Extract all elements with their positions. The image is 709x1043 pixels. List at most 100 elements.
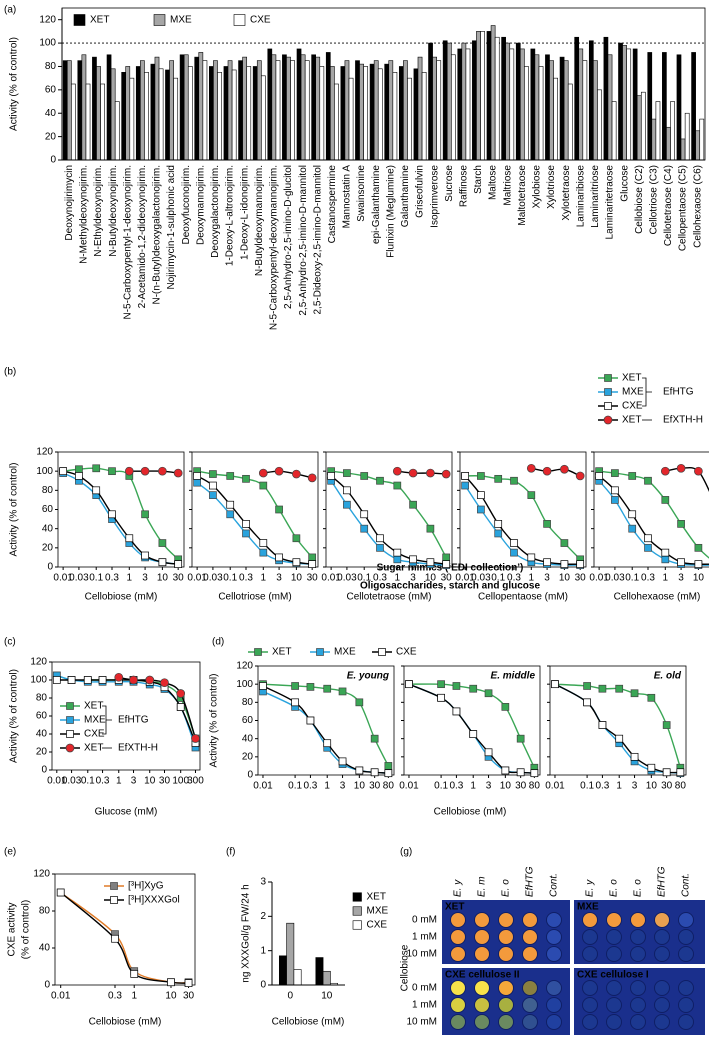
plate-well	[606, 929, 622, 945]
bar	[296, 48, 302, 161]
bar	[165, 69, 170, 161]
bar	[194, 56, 200, 161]
plate-well	[606, 946, 622, 962]
bar	[680, 138, 686, 161]
bar	[567, 83, 573, 161]
marker	[167, 978, 175, 987]
y-tick-label: 120	[36, 447, 53, 458]
marker	[307, 473, 317, 483]
bar	[300, 54, 306, 161]
fit-line	[665, 466, 709, 493]
plate-well	[678, 1014, 694, 1030]
plate-well	[450, 1014, 466, 1030]
category-label: N-5-Carboxypentyl-deoxymannojirim.	[269, 165, 280, 330]
marker	[661, 548, 670, 557]
column-label: E. y	[585, 879, 596, 897]
category-label: Laminaritriose	[590, 165, 601, 228]
category-label: Cellobiose (C2)	[634, 165, 645, 234]
marker	[595, 472, 603, 480]
marker	[426, 524, 435, 533]
marker	[226, 500, 235, 509]
marker	[611, 486, 619, 495]
marker	[92, 464, 101, 473]
plate-well	[654, 997, 670, 1013]
y-axis-title: CXE activity	[7, 903, 18, 957]
fit-line	[531, 467, 581, 477]
x-tick-label: 0.01	[53, 573, 73, 584]
marker	[628, 472, 637, 480]
x-tick-label: 0.01	[399, 781, 419, 792]
x-tick-label: 1	[324, 781, 330, 792]
x-tick-label: 0.3	[96, 776, 110, 787]
plate-well	[522, 997, 538, 1013]
marker	[259, 539, 268, 547]
bar	[81, 54, 87, 161]
plot-frame	[257, 665, 395, 776]
bar	[110, 68, 116, 161]
category-label: Glucose	[619, 165, 630, 202]
fit-line	[464, 475, 581, 565]
marker	[477, 505, 485, 514]
x-tick-label: 10	[157, 573, 169, 584]
marker	[291, 698, 299, 707]
category-label: 0	[287, 991, 293, 1002]
bar	[515, 42, 521, 161]
bar	[494, 36, 500, 161]
x-tick-label: 30	[661, 781, 673, 792]
bar	[670, 101, 675, 161]
y-tick-label: 40	[36, 729, 48, 740]
marker	[306, 683, 315, 691]
plate-title: CXE cellulose II	[445, 970, 520, 981]
marker	[676, 768, 685, 777]
bar	[403, 60, 408, 161]
bar	[275, 60, 281, 161]
legend-swatch	[352, 906, 362, 916]
x-tick-label: 0.3	[239, 573, 253, 584]
marker	[124, 466, 134, 476]
column-label: Cont.	[681, 873, 692, 897]
panel-title: E. young	[347, 671, 389, 682]
column-label: EfHTG	[525, 866, 536, 897]
bar	[77, 60, 83, 161]
marker	[510, 548, 518, 557]
legend-label: MXE	[367, 906, 389, 917]
x-tick-label: 1	[131, 991, 137, 1002]
plate-well	[522, 946, 538, 962]
x-tick-label: 0.1	[580, 781, 594, 792]
marker	[376, 534, 384, 543]
y-axis-title: (% of control)	[21, 900, 32, 959]
marker	[442, 553, 451, 562]
plate-well	[582, 997, 598, 1013]
bar	[388, 60, 394, 161]
y-tick-label: 0	[260, 980, 266, 991]
marker	[384, 762, 393, 770]
marker	[694, 560, 703, 568]
legend-marker	[316, 648, 324, 656]
category-label: Cellopentaose (C5)	[678, 165, 689, 251]
bar	[607, 54, 613, 161]
plate-well	[498, 946, 514, 962]
plate-well	[450, 929, 466, 945]
x-axis-title: Cellobiose (mM)	[434, 807, 507, 818]
x-tick-label: 0.1	[81, 776, 95, 787]
bar	[169, 60, 174, 161]
marker	[630, 689, 639, 698]
marker	[292, 469, 301, 479]
bar	[183, 54, 189, 161]
x-tick-label: 100	[172, 776, 189, 787]
category-label: N-(n-Butyl)deoxygalactonojirim.	[152, 165, 163, 304]
x-tick-label: 30	[307, 573, 319, 584]
legend-group: EfHTG	[663, 387, 694, 398]
bar	[519, 48, 525, 161]
category-label: Swainsonine	[356, 165, 367, 222]
marker	[542, 466, 552, 476]
y-tick-label: 40	[45, 108, 57, 119]
category-label: Deoxyfuconojirim.	[181, 165, 192, 244]
y-tick-label: 0	[247, 770, 253, 781]
plate-well	[654, 980, 670, 996]
marker	[184, 979, 193, 988]
y-tick-label: 20	[45, 131, 57, 142]
marker	[108, 467, 116, 476]
legend-marker	[65, 743, 75, 753]
marker	[75, 472, 83, 480]
